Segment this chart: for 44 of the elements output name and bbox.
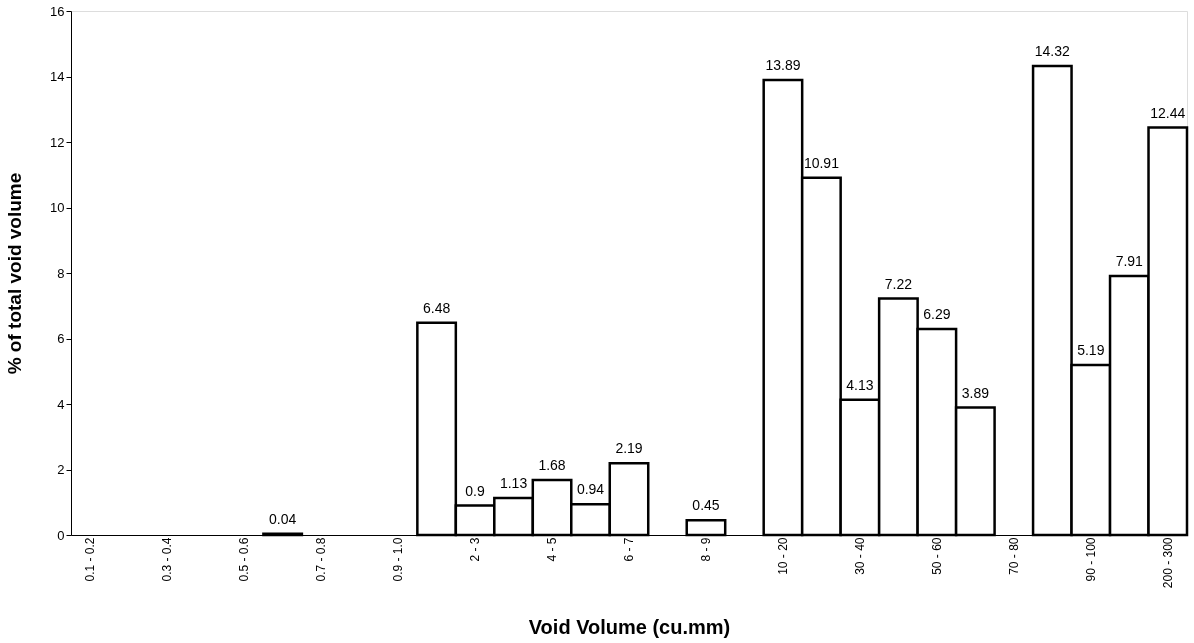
x-tick-label: 6 - 7: [622, 537, 636, 562]
data-label: 1.68: [538, 456, 566, 473]
data-label: 6.48: [422, 299, 451, 316]
y-axis-title: % of total void volume: [4, 172, 26, 375]
data-label: 3.89: [961, 384, 990, 401]
x-tick-label: 10 - 20: [775, 537, 790, 575]
data-label: 13.89: [765, 57, 801, 74]
x-tick-label: 0.9 - 1.0: [391, 537, 406, 582]
data-label: 0.9: [465, 482, 486, 499]
data-label: 10.91: [803, 154, 840, 171]
x-tick-label: 0.7 - 0.8: [314, 537, 329, 582]
x-tick-label: 30 - 40: [852, 537, 867, 575]
x-tick-label: 2 - 3: [468, 537, 483, 562]
data-label: 7.91: [1115, 252, 1144, 269]
y-tick-label: 16: [50, 3, 65, 19]
x-tick-label: 90 - 100: [1083, 537, 1098, 582]
data-label: 12.44: [1150, 104, 1186, 121]
data-label: 6.29: [923, 306, 951, 322]
x-tick-label: 0.5 - 0.6: [237, 537, 252, 582]
x-tick-label: 8 - 9: [698, 537, 713, 562]
x-tick-label: 50 - 60: [929, 537, 944, 575]
data-label: 4.13: [846, 376, 874, 393]
y-tick-label: 14: [50, 69, 65, 84]
data-label: 1.13: [499, 474, 528, 491]
data-label: 5.19: [1077, 342, 1105, 359]
y-tick-label: 0: [57, 527, 65, 543]
data-label: 7.22: [884, 275, 913, 292]
x-tick-label: 4 - 5: [545, 537, 560, 562]
data-label: 14.32: [1034, 43, 1071, 60]
y-tick-label: 10: [50, 200, 65, 215]
x-tick-label: 200 - 300: [1160, 537, 1175, 589]
x-axis-title: Void Volume (cu.mm): [528, 616, 731, 639]
x-tick-label: 70 - 80: [1006, 537, 1021, 575]
data-label: 0.45: [692, 497, 720, 514]
y-tick-label: 6: [57, 331, 65, 346]
data-label: 0.04: [269, 510, 297, 527]
x-tick-label: 0.3 - 0.4: [160, 537, 175, 582]
y-tick-label: 12: [50, 134, 65, 150]
y-tick-label: 8: [57, 265, 65, 281]
x-tick-label: 0.1 - 0.2: [83, 537, 98, 582]
data-label: 0.94: [576, 481, 605, 498]
y-tick-label: 4: [57, 396, 65, 412]
data-label: 2.19: [615, 440, 643, 457]
y-tick-label: 2: [57, 462, 65, 477]
